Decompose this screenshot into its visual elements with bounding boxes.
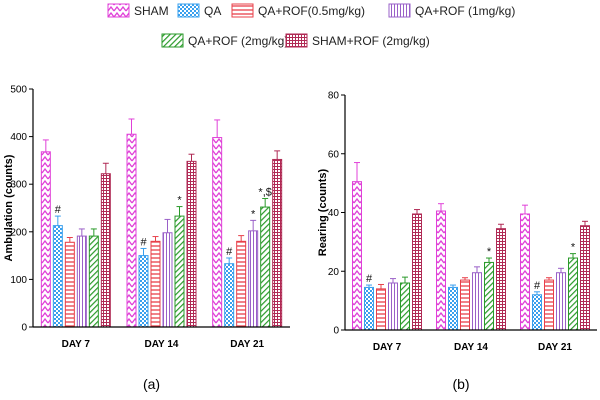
significance-marker: #	[140, 236, 147, 248]
y-tick-label: 80	[328, 91, 340, 102]
y-tick-label: 20	[328, 267, 340, 278]
legend-label: QA+ROF(0.5mg/kg)	[258, 4, 365, 18]
legend-item-sham-rof-2mg-kg: SHAM+ROF (2mg/kg)	[285, 33, 430, 48]
bar-qa-rof-1mg-kg-day-7	[388, 282, 398, 331]
bar-qa-day-14	[448, 286, 458, 331]
x-tick-label: DAY 14	[145, 339, 179, 350]
panel-label: (b)	[452, 376, 469, 392]
bar-qa-rof-0-5mg-kg-day-14	[150, 240, 161, 328]
bar-qa-day-7	[364, 286, 374, 331]
significance-marker: *	[251, 208, 256, 220]
significance-marker: #	[55, 204, 62, 216]
y-axis-label: Rearing (counts)	[317, 168, 329, 256]
legend-label: QA+ROF (2mg/kg)	[188, 34, 288, 48]
bar-qa-rof-2mg-kg-day-14	[484, 261, 494, 331]
bar-sham-rof-2mg-kg-day-14	[496, 228, 506, 331]
bar-sham-rof-2mg-kg-day-14	[186, 160, 197, 328]
bar-sham-rof-2mg-kg-day-7	[100, 173, 111, 328]
legend-item-sham: SHAM	[107, 3, 169, 18]
legend-item-qa-rof-1mg-kg: QA+ROF (1mg/kg)	[388, 3, 515, 18]
y-tick-label: 200	[10, 227, 27, 238]
bar-qa-rof-0-5mg-kg-day-14	[460, 279, 470, 331]
bar-qa-rof-2mg-kg-day-21	[260, 206, 271, 328]
significance-marker: *	[487, 246, 492, 258]
y-tick-label: 100	[10, 275, 27, 286]
y-tick-label: 300	[10, 180, 27, 191]
legend-swatch	[107, 3, 130, 18]
bar-sham-rof-2mg-kg-day-21	[580, 225, 590, 331]
x-tick-label: DAY 21	[230, 339, 264, 350]
bar-group-day-21: # **,$	[212, 119, 283, 328]
bar-qa-rof-0-5mg-kg-day-21	[236, 240, 247, 328]
bar-qa-day-14	[138, 255, 149, 328]
x-tick-label: DAY 7	[62, 339, 91, 350]
bar-qa-rof-1mg-kg-day-14	[162, 232, 173, 328]
significance-marker: *,$	[258, 186, 271, 198]
legend-swatch	[177, 3, 200, 18]
significance-marker: *	[177, 195, 182, 207]
bar-group-day-21: #*	[520, 204, 590, 331]
bar-sham-day-14	[126, 133, 137, 328]
bar-group-day-14: *	[436, 203, 506, 331]
bar-sham-day-7	[352, 181, 362, 331]
bar-qa-rof-0-5mg-kg-day-21	[544, 279, 554, 331]
bar-qa-rof-2mg-kg-day-7	[400, 282, 410, 331]
bar-qa-rof-1mg-kg-day-7	[76, 235, 87, 328]
y-tick-label: 0	[333, 326, 339, 337]
significance-marker: #	[366, 273, 373, 285]
bar-sham-day-21	[520, 213, 530, 331]
bar-qa-rof-1mg-kg-day-21	[248, 230, 259, 328]
legend: SHAM QA QA+ROF(0.5mg/kg) QA+ROF (1mg/kg) QA+…	[107, 3, 515, 48]
legend-item-qa: QA	[177, 3, 221, 18]
legend-swatch	[285, 33, 308, 48]
y-tick-label: 500	[10, 85, 27, 96]
legend-swatch	[231, 3, 254, 18]
x-tick-label: DAY 14	[454, 342, 488, 353]
bar-sham-day-14	[436, 210, 446, 331]
legend-label: QA+ROF (1mg/kg)	[415, 4, 515, 18]
y-tick-label: 400	[10, 132, 27, 143]
bar-sham-day-7	[40, 151, 51, 328]
bar-qa-day-21	[224, 263, 235, 328]
legend-swatch	[388, 3, 411, 18]
x-tick-label: DAY 21	[538, 342, 572, 353]
bar-group-day-7: #	[40, 139, 111, 328]
significance-marker: #	[534, 280, 541, 292]
legend-swatch	[161, 33, 184, 48]
significance-marker: *	[571, 242, 576, 254]
bar-qa-rof-1mg-kg-day-14	[472, 272, 482, 331]
legend-label: SHAM+ROF (2mg/kg)	[312, 34, 430, 48]
bar-qa-day-21	[532, 294, 542, 331]
bar-group-day-14: #*	[126, 118, 197, 328]
bar-sham-day-21	[212, 137, 223, 328]
panel-label: (a)	[143, 376, 160, 392]
bar-qa-rof-2mg-kg-day-21	[568, 257, 578, 331]
legend-item-qa-rof-2mg-kg: QA+ROF (2mg/kg)	[161, 33, 288, 48]
bar-sham-rof-2mg-kg-day-7	[412, 213, 422, 331]
significance-marker: #	[226, 246, 233, 258]
legend-label: SHAM	[134, 4, 169, 18]
x-tick-label: DAY 7	[373, 342, 402, 353]
legend-label: QA	[204, 4, 221, 18]
y-tick-label: 40	[328, 208, 340, 219]
chart-panel-a: 0 100 200 300 400 500 Ambulation (counts) # DAY …	[3, 85, 290, 392]
bar-qa-rof-0-5mg-kg-day-7	[376, 288, 386, 331]
bar-qa-rof-2mg-kg-day-7	[88, 235, 99, 328]
bar-qa-rof-1mg-kg-day-21	[556, 272, 566, 331]
bar-group-day-7: #	[352, 162, 422, 331]
y-tick-label: 60	[328, 149, 340, 160]
y-axis-label: Ambulation (counts)	[3, 154, 15, 261]
bar-sham-rof-2mg-kg-day-21	[272, 158, 283, 328]
bar-qa-day-7	[52, 225, 63, 328]
legend-item-qa-rof-0-5mg-kg: QA+ROF(0.5mg/kg)	[231, 3, 365, 18]
bar-qa-rof-2mg-kg-day-14	[174, 215, 185, 328]
y-tick-label: 0	[21, 323, 27, 334]
bar-qa-rof-0-5mg-kg-day-7	[64, 241, 75, 328]
